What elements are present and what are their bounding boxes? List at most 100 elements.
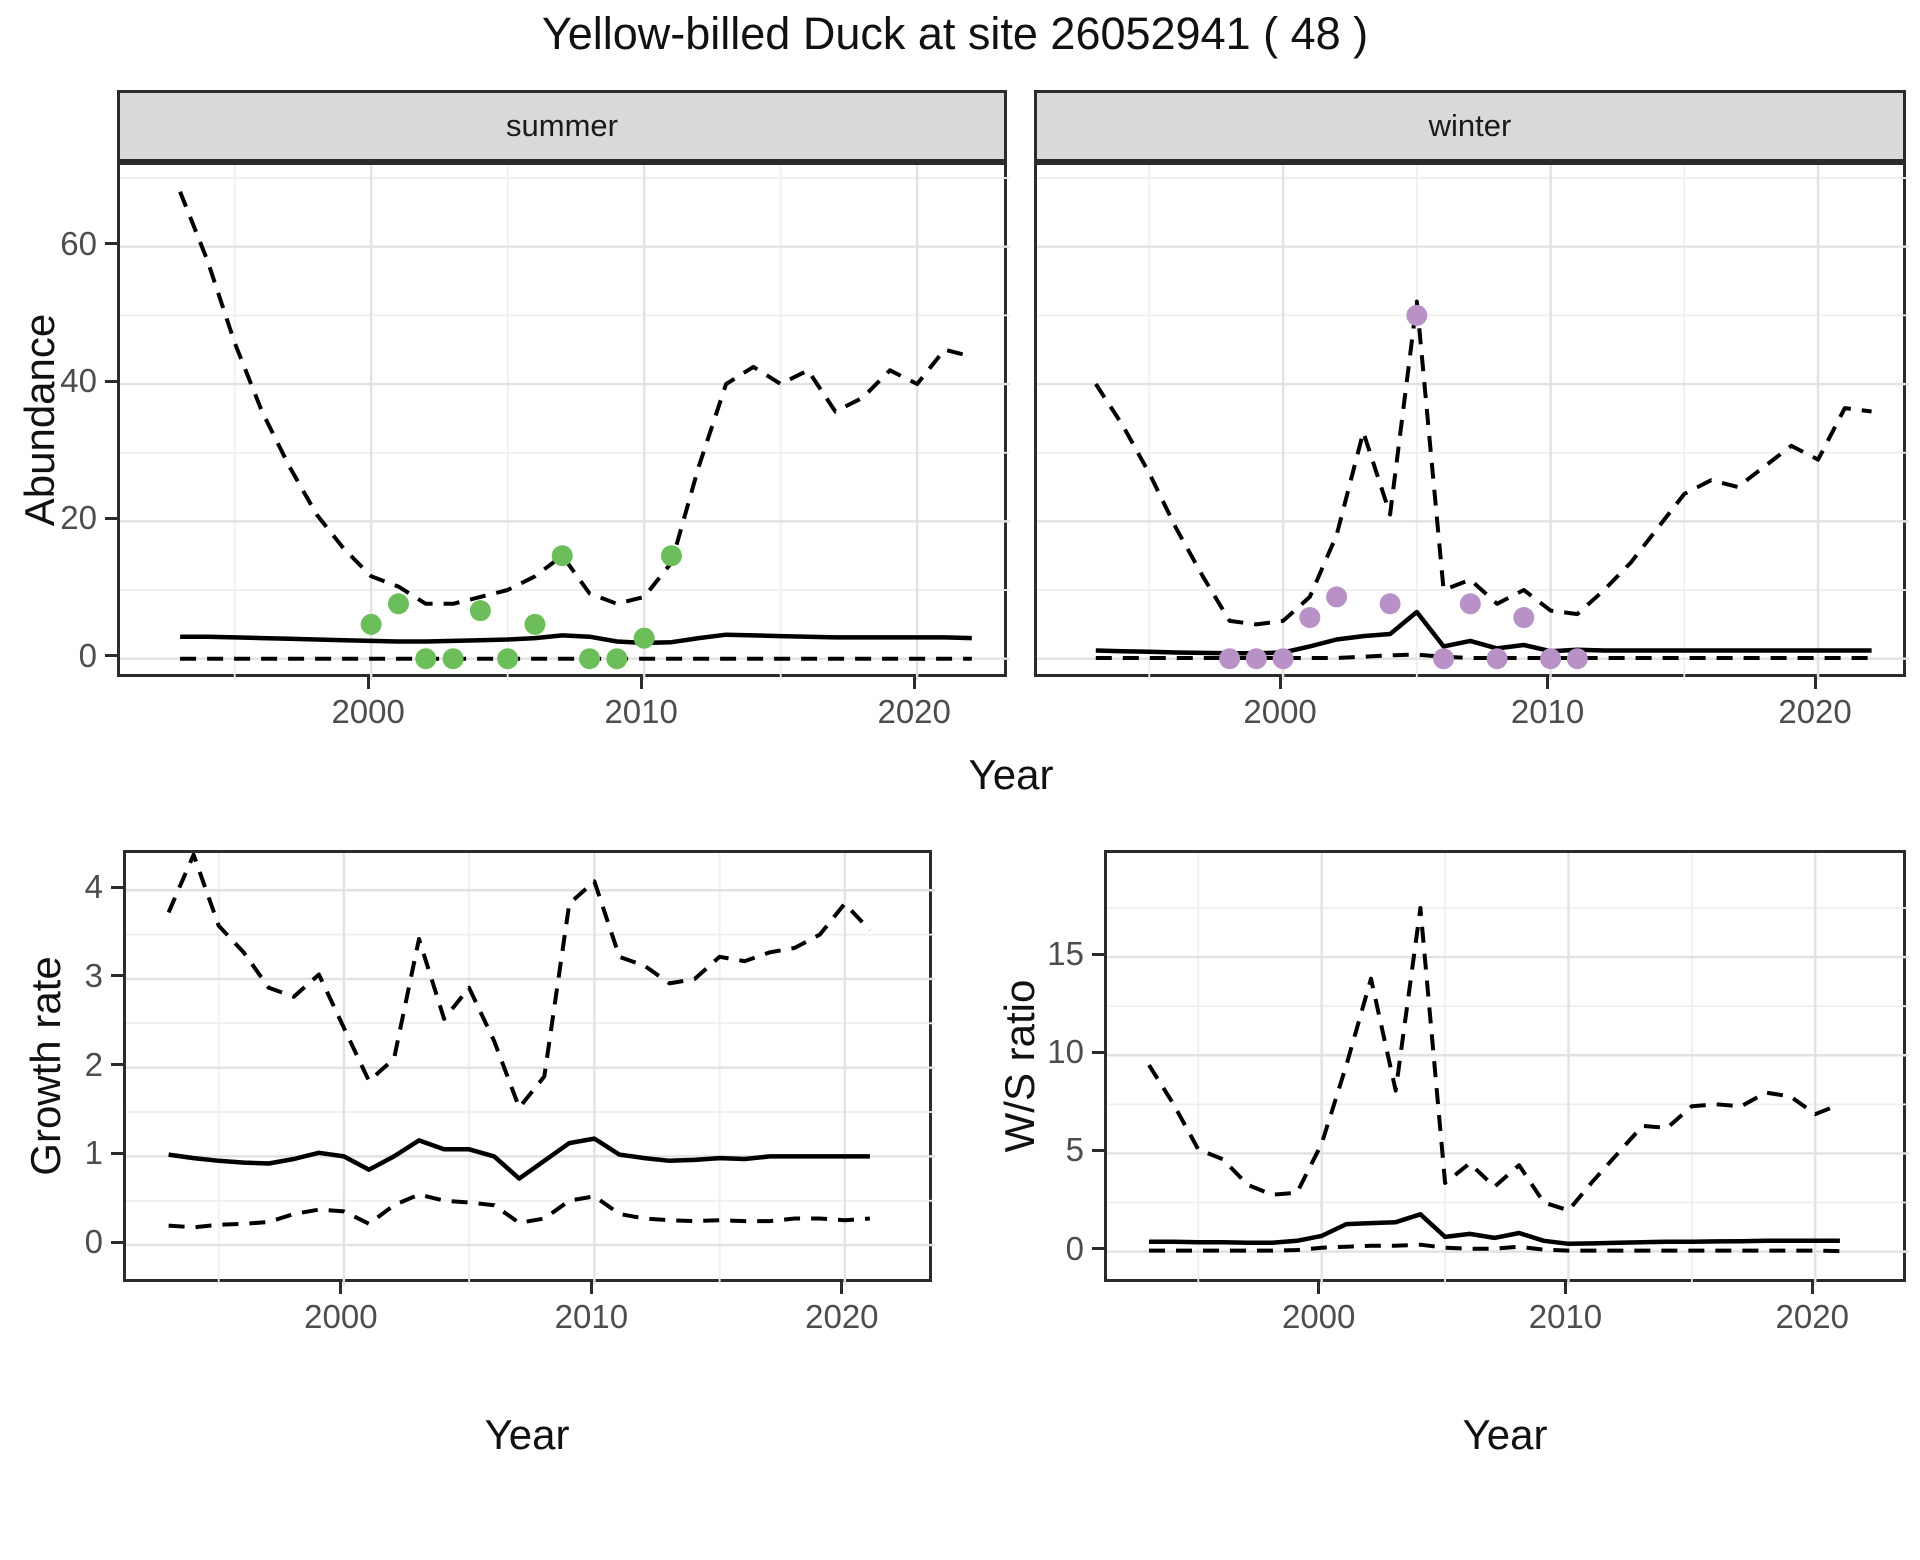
- upper_ci-line-ws_ratio: [1147, 906, 1841, 1213]
- y-tick-mark: [1092, 1148, 1104, 1152]
- x-tick-mark: [912, 677, 916, 689]
- observed-point-winter: [1326, 586, 1348, 608]
- y-tick-label: 2: [84, 1045, 103, 1083]
- y-axis-title-growth-rate: Growth rate: [22, 956, 69, 1176]
- panel-summer-abundance: [117, 162, 1010, 680]
- x-tick-mark: [1317, 1282, 1321, 1294]
- observed-point-winter: [1406, 304, 1428, 326]
- figure-title: Yellow-billed Duck at site 26052941 ( 48…: [541, 8, 1369, 59]
- observed-point-winter: [1540, 648, 1562, 670]
- median-line-summer: [180, 632, 972, 646]
- x-tick-label: 2010: [1510, 693, 1585, 730]
- observed-point-winter: [1245, 648, 1267, 670]
- x-axis-title-year-bottom-right: Year: [1462, 1411, 1548, 1458]
- observed-point-summer: [579, 648, 601, 670]
- x-tick-mark: [589, 1282, 593, 1294]
- lower_ci-line-ws_ratio: [1149, 1242, 1840, 1254]
- y-tick-mark: [105, 379, 117, 383]
- y-tick-label: 10: [1047, 1033, 1084, 1071]
- facet-strip-winter: winter: [1034, 90, 1906, 162]
- x-tick-mark: [366, 677, 370, 689]
- y-tick-label: 60: [60, 224, 97, 262]
- observed-point-summer: [360, 613, 382, 635]
- y-tick-mark: [1092, 1050, 1104, 1054]
- y-tick-mark: [111, 1063, 123, 1067]
- y-tick-label: 3: [84, 956, 103, 994]
- observed-point-winter: [1272, 648, 1294, 670]
- x-tick-label: 2000: [331, 693, 405, 730]
- y-tick-label: 4: [84, 868, 103, 906]
- x-tick-label: 2020: [1778, 693, 1852, 730]
- observed-point-winter: [1219, 648, 1241, 670]
- x-axis-title-year-bottom-left: Year: [484, 1411, 570, 1458]
- facet-strip-winter-label: winter: [1428, 108, 1512, 143]
- lower_ci-line-growth_rate: [168, 1192, 871, 1230]
- observed-point-summer: [469, 600, 491, 622]
- observed-point-winter: [1379, 593, 1401, 615]
- x-tick-label: 2010: [554, 1298, 629, 1335]
- y-tick-label: 5: [1065, 1131, 1084, 1169]
- x-tick-label: 2010: [1528, 1298, 1603, 1335]
- median-line-winter: [1095, 609, 1872, 656]
- observed-point-winter: [1433, 648, 1455, 670]
- median-line-growth_rate: [168, 1136, 870, 1181]
- x-tick-label: 2020: [1775, 1298, 1849, 1335]
- y-tick-label: 0: [84, 1223, 103, 1261]
- observed-point-summer: [415, 648, 437, 670]
- observed-point-winter: [1566, 648, 1588, 670]
- observed-point-summer: [633, 627, 655, 649]
- y-tick-label: 15: [1047, 935, 1084, 973]
- x-tick-label: 2000: [1243, 693, 1317, 730]
- observed-point-summer: [442, 648, 464, 670]
- y-tick-label: 0: [1065, 1229, 1084, 1267]
- observed-point-summer: [387, 593, 409, 615]
- y-tick-mark: [105, 654, 117, 658]
- observed-point-winter: [1459, 593, 1481, 615]
- median-line-ws_ratio: [1149, 1212, 1840, 1247]
- x-tick-label: 2000: [304, 1298, 378, 1335]
- x-tick-mark: [639, 677, 643, 689]
- observed-point-winter: [1299, 607, 1321, 629]
- facet-strip-summer: summer: [117, 90, 1007, 162]
- x-tick-label: 2000: [1281, 1298, 1356, 1335]
- y-tick-mark: [111, 1240, 123, 1244]
- y-tick-mark: [1092, 952, 1104, 956]
- upper_ci-line-summer: [178, 191, 973, 606]
- x-tick-mark: [840, 1282, 844, 1294]
- x-tick-mark: [1546, 677, 1550, 689]
- y-tick-label: 40: [60, 362, 97, 400]
- observed-point-summer: [497, 648, 519, 670]
- upper_ci-line-growth_rate: [166, 853, 872, 1110]
- observed-point-summer: [551, 545, 573, 567]
- y-tick-mark: [111, 885, 123, 889]
- panel-ws-ratio: [1104, 850, 1909, 1285]
- y-tick-mark: [111, 1151, 123, 1155]
- observed-point-summer: [606, 648, 628, 670]
- x-tick-label: 2010: [604, 693, 678, 730]
- chart-summer: [120, 165, 1010, 680]
- observed-point-winter: [1513, 607, 1535, 629]
- upper_ci-line-winter: [1094, 299, 1872, 627]
- x-axis-title-year-top: Year: [968, 751, 1054, 798]
- y-tick-mark: [105, 516, 117, 520]
- chart-winter: [1037, 165, 1909, 680]
- y-tick-mark: [111, 974, 123, 978]
- y-tick-label: 1: [84, 1134, 103, 1172]
- panel-growth-rate: [123, 850, 935, 1285]
- x-tick-mark: [339, 1282, 343, 1294]
- chart-ws_ratio: [1107, 853, 1909, 1285]
- x-tick-label: 2020: [805, 1298, 879, 1335]
- y-tick-mark: [1092, 1247, 1104, 1251]
- y-tick-label: 0: [78, 636, 97, 674]
- facet-strip-summer-label: summer: [506, 108, 618, 143]
- observed-point-summer: [524, 613, 546, 635]
- x-tick-mark: [1278, 677, 1282, 689]
- observed-point-summer: [660, 545, 682, 567]
- panel-winter-abundance: [1034, 162, 1909, 680]
- lower_ci-line-winter: [1095, 652, 1872, 660]
- y-tick-label: 20: [60, 499, 97, 537]
- x-tick-mark: [1813, 677, 1817, 689]
- y-tick-mark: [105, 242, 117, 246]
- observed-point-winter: [1486, 648, 1508, 670]
